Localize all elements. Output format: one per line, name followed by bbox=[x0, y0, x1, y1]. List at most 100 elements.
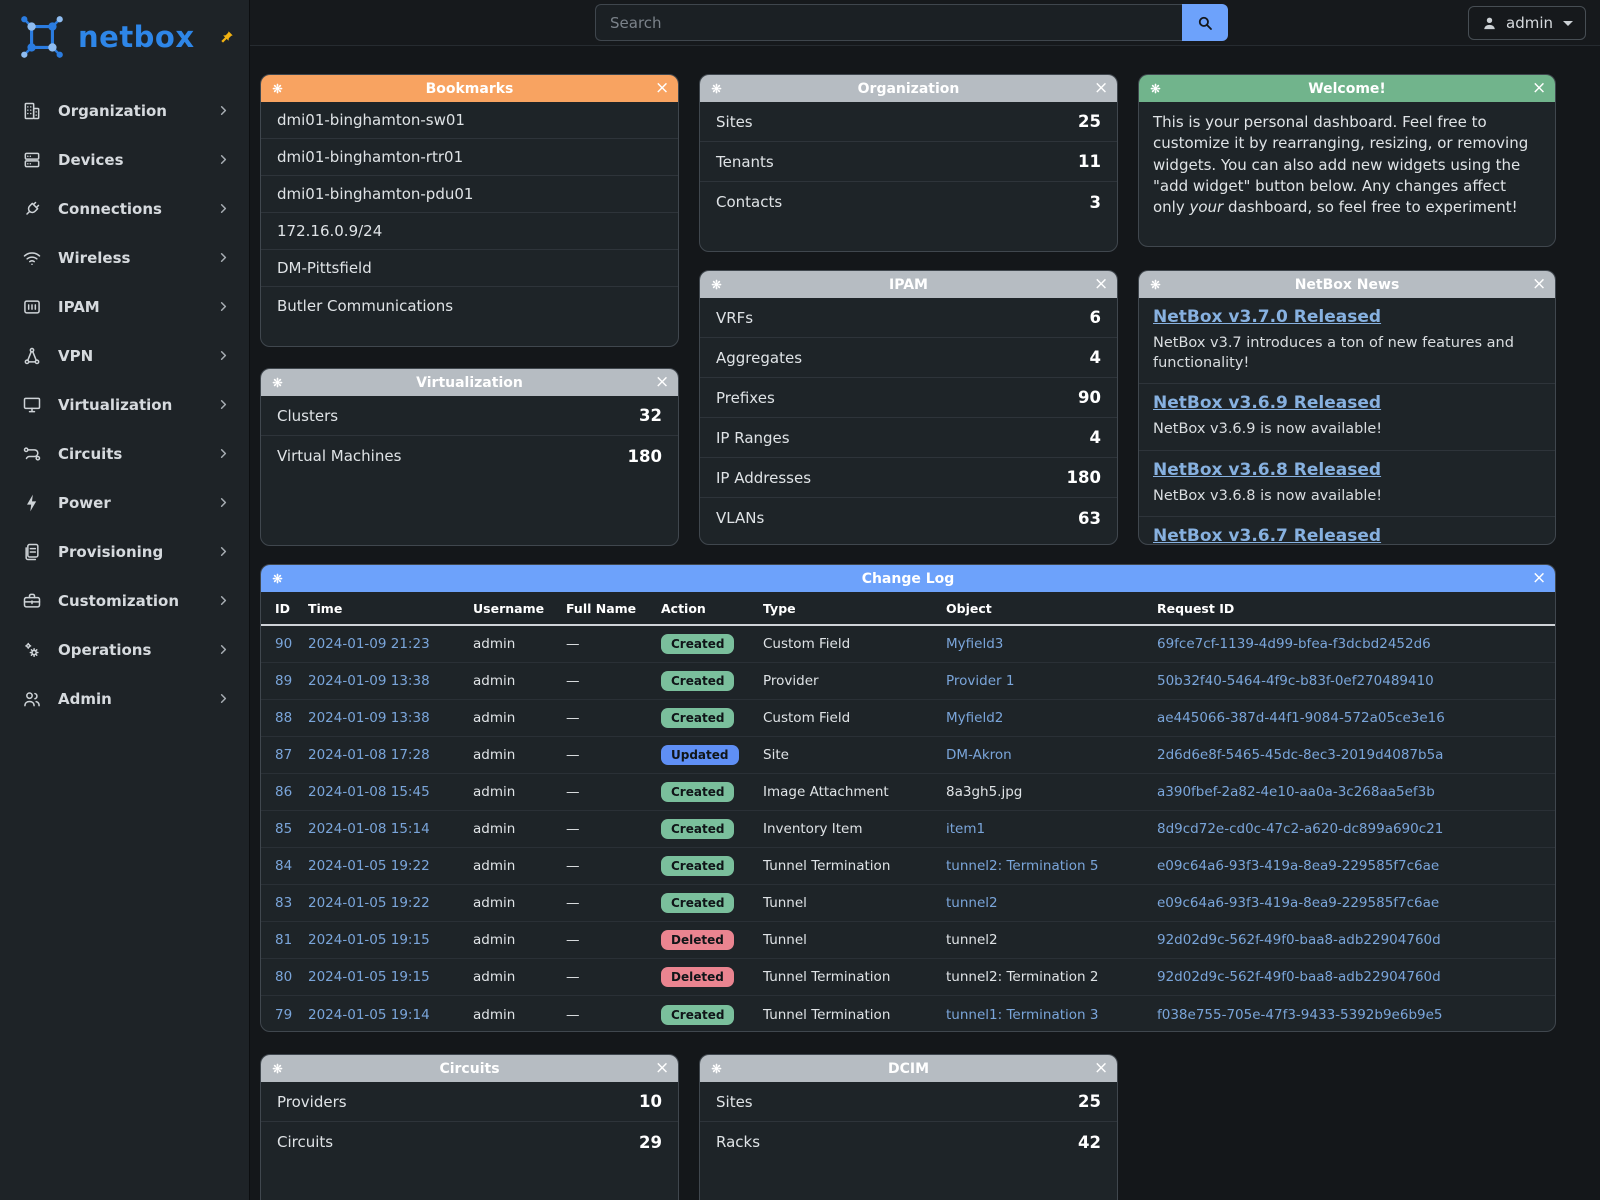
row-time-link[interactable]: 2024-01-05 19:22 bbox=[308, 895, 430, 911]
row-object-link[interactable]: tunnel1: Termination 3 bbox=[946, 1006, 1099, 1023]
row-id-link[interactable]: 79 bbox=[275, 1006, 293, 1023]
close-icon[interactable]: × bbox=[655, 78, 670, 98]
stat-label[interactable]: Prefixes bbox=[716, 388, 775, 407]
gear-icon[interactable] bbox=[271, 82, 284, 95]
row-time-link[interactable]: 2024-01-09 13:38 bbox=[308, 673, 430, 689]
stat-label[interactable]: IP Ranges bbox=[716, 428, 790, 447]
row-time-link[interactable]: 2024-01-05 19:15 bbox=[308, 932, 430, 948]
row-time-link[interactable]: 2024-01-08 15:14 bbox=[308, 821, 430, 837]
stat-label[interactable]: Tenants bbox=[716, 152, 774, 171]
gear-icon[interactable] bbox=[710, 82, 723, 95]
bookmark-item[interactable]: 172.16.0.9/24 bbox=[261, 213, 678, 250]
row-object-link[interactable]: Myfield2 bbox=[946, 710, 1004, 726]
bookmark-item[interactable]: Butler Communications bbox=[277, 296, 454, 315]
row-time-link[interactable]: 2024-01-08 17:28 bbox=[308, 747, 430, 763]
bookmark-item[interactable]: dmi01-binghamton-sw01 bbox=[261, 102, 678, 139]
gear-icon[interactable] bbox=[710, 1062, 723, 1075]
stat-label[interactable]: Contacts bbox=[716, 193, 783, 211]
row-object-link[interactable]: item1 bbox=[946, 821, 986, 837]
sidebar-item-devices[interactable]: Devices bbox=[0, 135, 249, 184]
row-request-id-link[interactable]: 2d6d6e8f-5465-45dc-8ec3-2019d4087b5a bbox=[1157, 747, 1444, 763]
gear-icon[interactable] bbox=[271, 1062, 284, 1075]
netbox-logo[interactable]: netbox bbox=[0, 0, 249, 72]
row-request-id-link[interactable]: 92d02d9c-562f-49f0-baa8-adb22904760d bbox=[1157, 932, 1441, 948]
news-link[interactable]: NetBox v3.6.8 Released bbox=[1153, 459, 1382, 480]
stat-label[interactable]: Clusters bbox=[277, 406, 339, 425]
sidebar-item-vpn[interactable]: VPN bbox=[0, 331, 249, 380]
search-button[interactable] bbox=[1182, 4, 1228, 41]
row-id-link[interactable]: 86 bbox=[275, 784, 293, 800]
row-id-link[interactable]: 83 bbox=[275, 895, 293, 911]
close-icon[interactable]: × bbox=[1532, 568, 1547, 588]
row-request-id-link[interactable]: e09c64a6-93f3-419a-8ea9-229585f7c6ae bbox=[1157, 895, 1440, 911]
row-id-link[interactable]: 80 bbox=[275, 969, 293, 985]
news-link[interactable]: NetBox v3.7.0 Released bbox=[1153, 307, 1382, 327]
row-request-id-link[interactable]: f038e755-705e-47f3-9433-5392b9e6b9e5 bbox=[1157, 1006, 1443, 1023]
close-icon[interactable]: × bbox=[655, 1058, 670, 1078]
close-icon[interactable]: × bbox=[1532, 78, 1547, 98]
stat-label[interactable]: VRFs bbox=[716, 308, 754, 327]
stat-label[interactable]: Virtual Machines bbox=[277, 447, 402, 465]
news-link[interactable]: NetBox v3.6.9 Released bbox=[1153, 393, 1382, 414]
stat-label[interactable]: Providers bbox=[277, 1092, 347, 1111]
pin-icon[interactable] bbox=[219, 29, 235, 45]
row-object-link[interactable]: DM-Akron bbox=[946, 747, 1012, 763]
stat-label[interactable]: VLANs bbox=[716, 509, 765, 527]
bookmark-item[interactable]: DM-Pittsfield bbox=[261, 250, 678, 287]
bookmark-item[interactable]: dmi01-binghamton-pdu01 bbox=[261, 176, 678, 213]
stat-label[interactable]: Aggregates bbox=[716, 348, 803, 367]
row-id-link[interactable]: 89 bbox=[275, 673, 293, 689]
row-time-link[interactable]: 2024-01-09 13:38 bbox=[308, 710, 430, 726]
row-object-link[interactable]: Provider 1 bbox=[946, 673, 1015, 689]
gear-icon[interactable] bbox=[1149, 82, 1162, 95]
stat-label[interactable]: Circuits bbox=[277, 1133, 334, 1151]
row-id-link[interactable]: 81 bbox=[275, 932, 293, 948]
close-icon[interactable]: × bbox=[1532, 274, 1547, 294]
gear-icon[interactable] bbox=[271, 376, 284, 389]
close-icon[interactable]: × bbox=[655, 372, 670, 392]
row-id-link[interactable]: 84 bbox=[275, 858, 293, 874]
close-icon[interactable]: × bbox=[1094, 274, 1109, 294]
row-request-id-link[interactable]: a390fbef-2a82-4e10-aa0a-3c268aa5ef3b bbox=[1157, 784, 1435, 800]
row-request-id-link[interactable]: 8d9cd72e-cd0c-47c2-a620-dc899a690c21 bbox=[1157, 821, 1444, 837]
sidebar-item-power[interactable]: Power bbox=[0, 478, 249, 527]
row-id-link[interactable]: 87 bbox=[275, 747, 293, 763]
gear-icon[interactable] bbox=[1149, 278, 1162, 291]
stat-label[interactable]: IP Addresses bbox=[716, 468, 812, 487]
row-id-link[interactable]: 88 bbox=[275, 710, 293, 726]
row-object-link[interactable]: tunnel2 bbox=[946, 895, 998, 911]
row-time-link[interactable]: 2024-01-05 19:22 bbox=[308, 858, 430, 874]
row-time-link[interactable]: 2024-01-08 15:45 bbox=[308, 784, 430, 800]
row-id-link[interactable]: 90 bbox=[275, 636, 293, 652]
stat-label[interactable]: Sites bbox=[716, 1092, 753, 1111]
row-request-id-link[interactable]: 50b32f40-5464-4f9c-b83f-0ef270489410 bbox=[1157, 673, 1434, 689]
row-object-link[interactable]: tunnel2: Termination 5 bbox=[946, 858, 1099, 874]
row-time-link[interactable]: 2024-01-05 19:14 bbox=[308, 1006, 430, 1023]
row-object-link[interactable]: Myfield3 bbox=[946, 636, 1004, 652]
row-request-id-link[interactable]: 92d02d9c-562f-49f0-baa8-adb22904760d bbox=[1157, 969, 1441, 985]
sidebar-item-customization[interactable]: Customization bbox=[0, 576, 249, 625]
sidebar-item-virtualization[interactable]: Virtualization bbox=[0, 380, 249, 429]
row-time-link[interactable]: 2024-01-05 19:15 bbox=[308, 969, 430, 985]
sidebar-item-provisioning[interactable]: Provisioning bbox=[0, 527, 249, 576]
gear-icon[interactable] bbox=[710, 278, 723, 291]
row-time-link[interactable]: 2024-01-09 21:23 bbox=[308, 636, 430, 652]
close-icon[interactable]: × bbox=[1094, 78, 1109, 98]
bookmark-item[interactable]: dmi01-binghamton-rtr01 bbox=[261, 139, 678, 176]
gear-icon[interactable] bbox=[271, 572, 284, 585]
sidebar-item-circuits[interactable]: Circuits bbox=[0, 429, 249, 478]
sidebar-item-organization[interactable]: Organization bbox=[0, 86, 249, 135]
row-request-id-link[interactable]: ae445066-387d-44f1-9084-572a05ce3e16 bbox=[1157, 710, 1445, 726]
stat-label[interactable]: Racks bbox=[716, 1133, 761, 1151]
sidebar-item-operations[interactable]: Operations bbox=[0, 625, 249, 674]
search-input[interactable] bbox=[595, 4, 1182, 41]
row-request-id-link[interactable]: e09c64a6-93f3-419a-8ea9-229585f7c6ae bbox=[1157, 858, 1440, 874]
stat-label[interactable]: Sites bbox=[716, 112, 753, 131]
sidebar-item-admin[interactable]: Admin bbox=[0, 674, 249, 723]
sidebar-item-ipam[interactable]: IPAM bbox=[0, 282, 249, 331]
close-icon[interactable]: × bbox=[1094, 1058, 1109, 1078]
user-menu-button[interactable]: admin bbox=[1468, 6, 1586, 40]
sidebar-item-wireless[interactable]: Wireless bbox=[0, 233, 249, 282]
row-request-id-link[interactable]: 69fce7cf-1139-4d99-bfea-f3dcbd2452d6 bbox=[1157, 636, 1431, 652]
row-id-link[interactable]: 85 bbox=[275, 821, 293, 837]
